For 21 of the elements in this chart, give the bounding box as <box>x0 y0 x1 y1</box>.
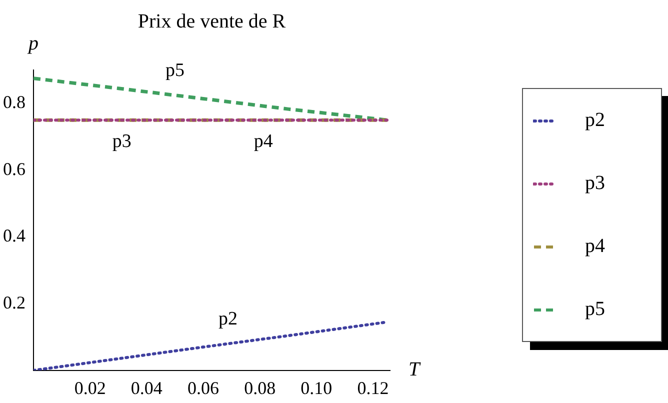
text: p2 <box>218 308 238 330</box>
y-tick-label: 0.2 <box>3 292 26 312</box>
text: p5 <box>165 60 184 82</box>
x-tick-label: 0.08 <box>244 378 276 398</box>
y-axis-title: p <box>26 32 38 54</box>
legend-label: p4 <box>585 235 605 258</box>
legend-label: p5 <box>585 298 605 321</box>
legend-label: p3 <box>585 172 605 195</box>
y-tick-label: 0.6 <box>3 158 26 179</box>
x-tick-label: 0.02 <box>74 378 106 398</box>
x-tick-label: 0.10 <box>300 378 332 398</box>
legend-label: p2 <box>585 109 605 132</box>
y-tick-label: 0.8 <box>3 92 26 112</box>
x-tick-label: 0.04 <box>130 378 162 398</box>
x-axis-title: T <box>408 358 422 381</box>
y-tick-label: 0.4 <box>3 226 26 246</box>
x-tick-label: 0.12 <box>357 378 389 398</box>
text: p3 <box>112 131 132 152</box>
text: p4 <box>254 131 273 152</box>
chart-title: Prix de vente de R <box>138 10 286 32</box>
x-tick-label: 0.06 <box>188 378 220 398</box>
